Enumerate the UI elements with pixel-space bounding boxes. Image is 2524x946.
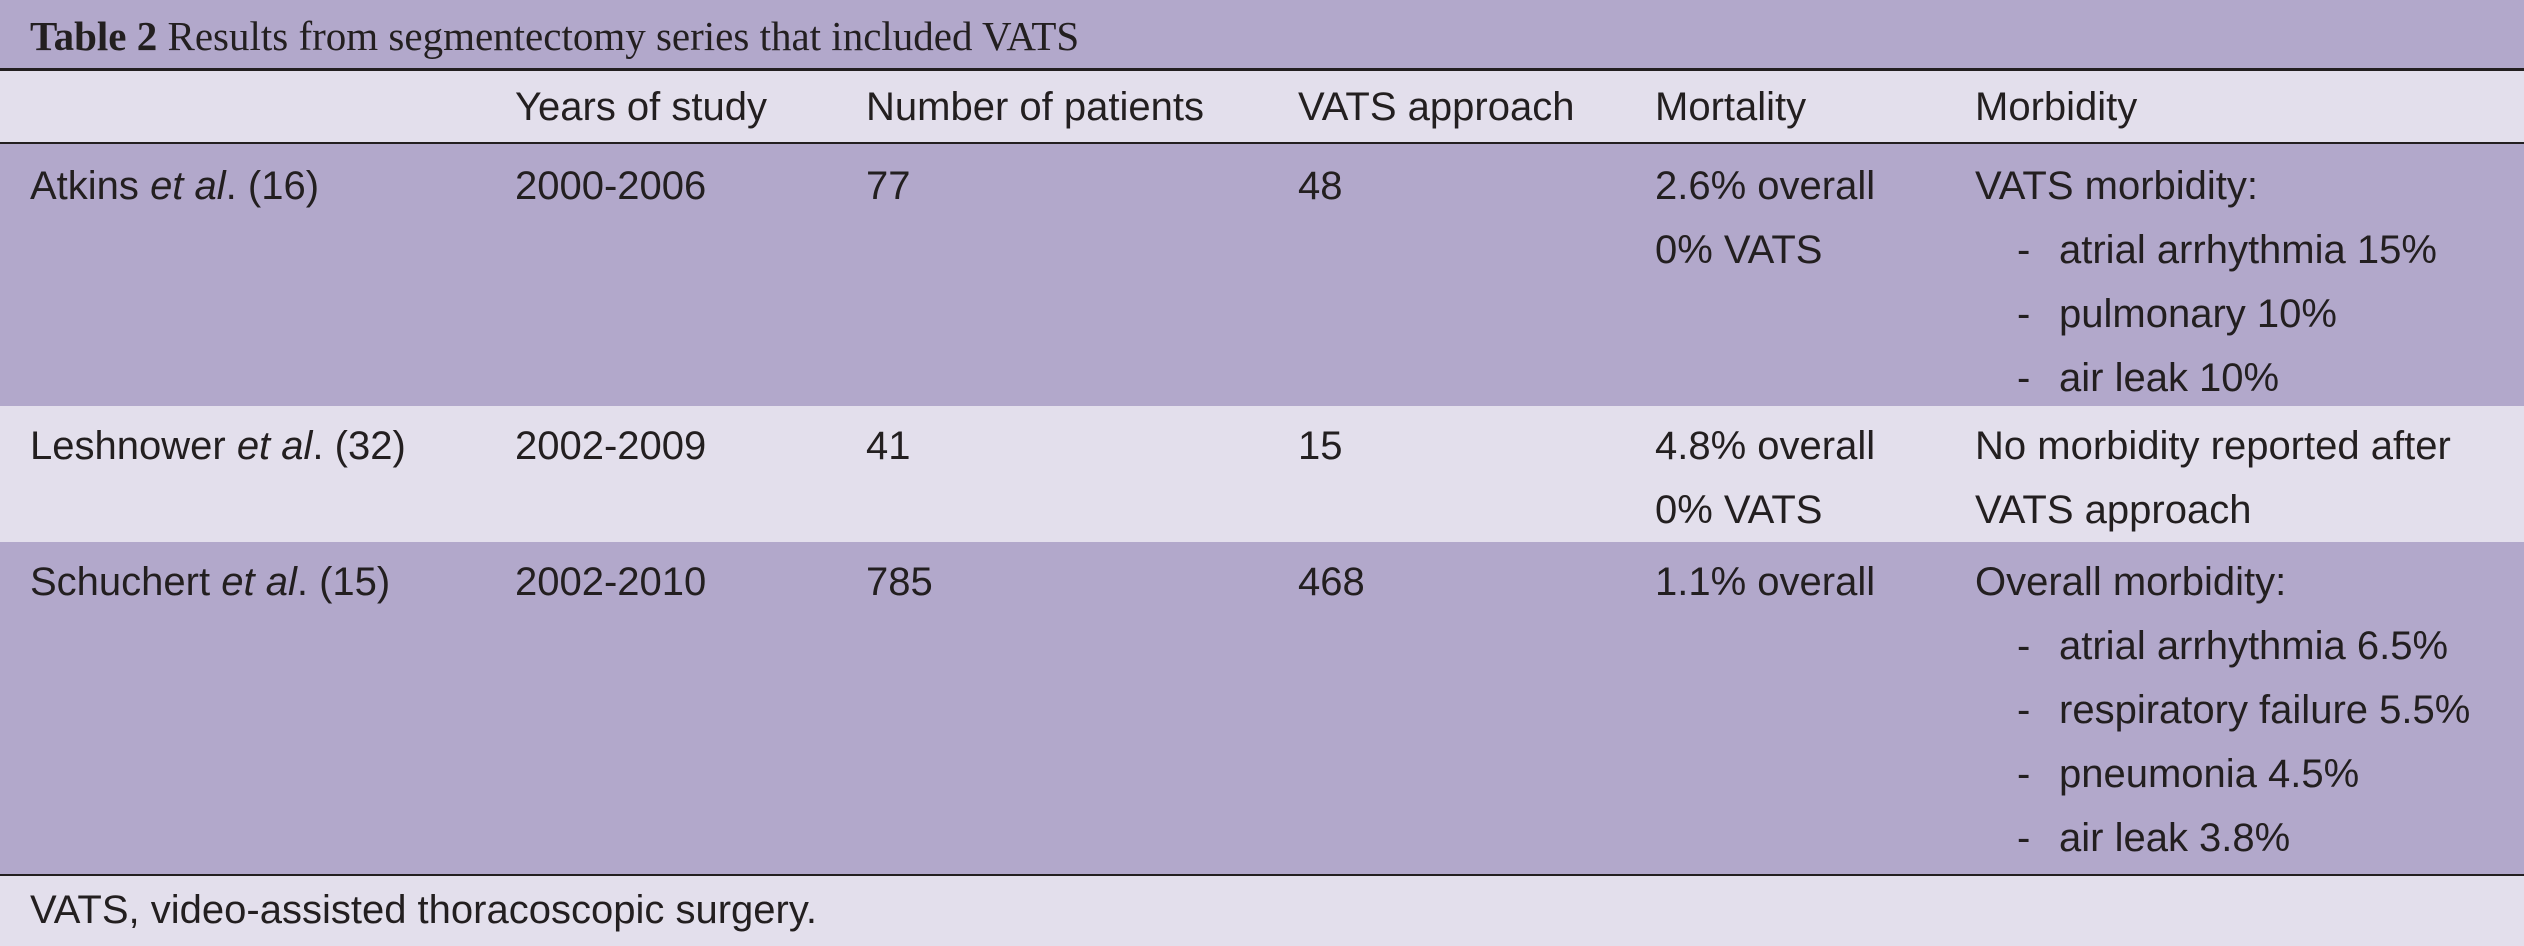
- morbidity-cell: No morbidity reported after VATS approac…: [1975, 414, 2451, 542]
- column-header-morbidity: Morbidity: [1975, 85, 2138, 129]
- mortality-cell: 1.1% overall: [1655, 550, 1875, 614]
- column-header-vats: VATS approach: [1298, 85, 1575, 129]
- study-cell: Atkins et al. (16): [30, 154, 319, 218]
- study-author: Leshnower: [30, 424, 226, 468]
- patients-cell: 41: [866, 424, 911, 468]
- table-row: Atkins et al. (16) 2000-2006 77 48 2.6% …: [0, 144, 2524, 410]
- vats-cell: 48: [1298, 164, 1343, 208]
- list-item: air leak 3.8%: [1975, 806, 2470, 870]
- bottom-rule: [0, 874, 2524, 876]
- patients-cell: 785: [866, 560, 933, 604]
- list-item: atrial arrhythmia 6.5%: [1975, 614, 2470, 678]
- morbidity-cell: VATS morbidity: atrial arrhythmia 15% pu…: [1975, 154, 2437, 410]
- morbidity-heading-continued: VATS approach: [1975, 488, 2252, 532]
- vats-cell: 468: [1298, 560, 1365, 604]
- caption-label: Table 2: [30, 13, 158, 59]
- list-item: respiratory failure 5.5%: [1975, 678, 2470, 742]
- study-author: Atkins: [30, 164, 139, 208]
- morbidity-heading: VATS morbidity:: [1975, 164, 2259, 208]
- column-header-mortality: Mortality: [1655, 85, 1807, 129]
- mortality-line: 0% VATS: [1655, 228, 1823, 272]
- caption-text: Table 2 Results from segmentectomy serie…: [30, 8, 1079, 64]
- mortality-line: 2.6% overall: [1655, 164, 1876, 208]
- vats-cell: 15: [1298, 424, 1343, 468]
- morbidity-cell: Overall morbidity: atrial arrhythmia 6.5…: [1975, 550, 2470, 870]
- morbidity-heading: Overall morbidity:: [1975, 560, 2287, 604]
- study-ref: . (32): [312, 424, 406, 468]
- table-footnote: VATS, video-assisted thoracoscopic surge…: [30, 888, 817, 932]
- morbidity-list: atrial arrhythmia 15% pulmonary 10% air …: [1975, 218, 2437, 410]
- table-row: Schuchert et al. (15) 2002-2010 785 468 …: [0, 542, 2524, 874]
- study-etal: et al: [150, 164, 226, 208]
- study-ref: . (16): [225, 164, 320, 208]
- mortality-line: 0% VATS: [1655, 488, 1823, 532]
- column-header-years: Years of study: [515, 85, 768, 129]
- study-etal: et al: [221, 560, 297, 604]
- table-caption: Table 2 Results from segmentectomy serie…: [0, 0, 2524, 68]
- list-item: air leak 10%: [1975, 346, 2437, 410]
- mortality-line: 4.8% overall: [1655, 424, 1876, 468]
- mortality-cell: 2.6% overall 0% VATS: [1655, 154, 1875, 282]
- mortality-line: 1.1% overall: [1655, 560, 1876, 604]
- list-item: pulmonary 10%: [1975, 282, 2437, 346]
- morbidity-list: atrial arrhythmia 6.5% respiratory failu…: [1975, 614, 2470, 870]
- column-header-patients: Number of patients: [866, 85, 1204, 129]
- list-item: pneumonia 4.5%: [1975, 742, 2470, 806]
- patients-cell: 77: [866, 164, 911, 208]
- caption-rule: [0, 68, 2524, 71]
- years-cell: 2000-2006: [515, 164, 707, 208]
- mortality-cell: 4.8% overall 0% VATS: [1655, 414, 1875, 542]
- years-cell: 2002-2009: [515, 424, 707, 468]
- study-author: Schuchert: [30, 560, 211, 604]
- table-row: Leshnower et al. (32) 2002-2009 41 15 4.…: [0, 406, 2524, 542]
- header-rule: [0, 142, 2524, 144]
- years-cell: 2002-2010: [515, 560, 707, 604]
- table-header-row: Years of study Number of patients VATS a…: [0, 71, 2524, 143]
- study-ref: . (15): [296, 560, 391, 604]
- study-cell: Leshnower et al. (32): [30, 414, 406, 478]
- morbidity-heading: No morbidity reported after: [1975, 424, 2451, 468]
- study-cell: Schuchert et al. (15): [30, 550, 390, 614]
- list-item: atrial arrhythmia 15%: [1975, 218, 2437, 282]
- study-etal: et al: [236, 424, 313, 468]
- caption-title: Results from segmentectomy series that i…: [167, 13, 1080, 59]
